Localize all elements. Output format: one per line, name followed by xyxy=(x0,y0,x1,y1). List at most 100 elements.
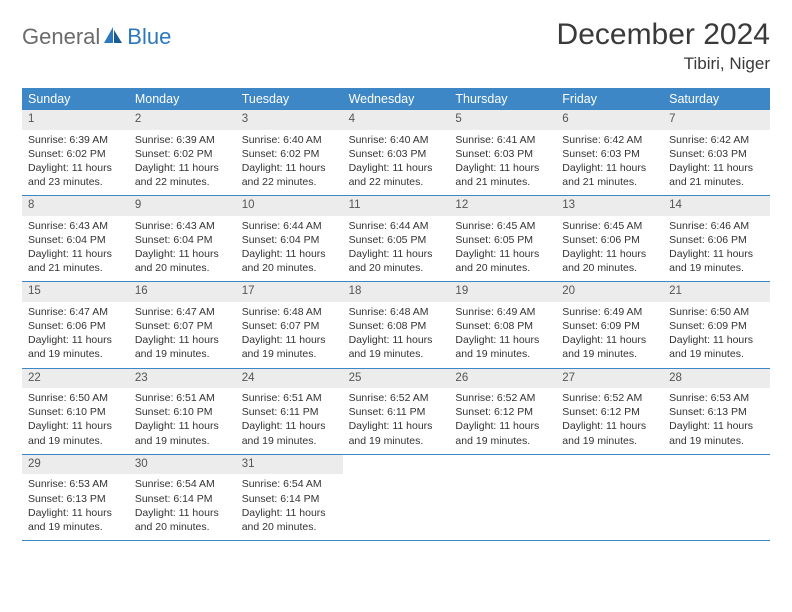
sunset-text: Sunset: 6:12 PM xyxy=(562,405,657,419)
day-number: 23 xyxy=(129,369,236,389)
calendar-week: 8Sunrise: 6:43 AMSunset: 6:04 PMDaylight… xyxy=(22,196,770,282)
day-number: 9 xyxy=(129,196,236,216)
sunrise-text: Sunrise: 6:43 AM xyxy=(135,219,230,233)
sunrise-text: Sunrise: 6:42 AM xyxy=(562,133,657,147)
calendar-week: 1Sunrise: 6:39 AMSunset: 6:02 PMDaylight… xyxy=(22,110,770,196)
day-details: Sunrise: 6:49 AMSunset: 6:08 PMDaylight:… xyxy=(449,302,556,368)
weekday-header: Sunday Monday Tuesday Wednesday Thursday… xyxy=(22,88,770,110)
day-details: Sunrise: 6:52 AMSunset: 6:12 PMDaylight:… xyxy=(556,388,663,454)
day-details: Sunrise: 6:54 AMSunset: 6:14 PMDaylight:… xyxy=(236,474,343,540)
day-number: 3 xyxy=(236,110,343,130)
sunset-text: Sunset: 6:07 PM xyxy=(242,319,337,333)
day-number: 2 xyxy=(129,110,236,130)
calendar-cell: 24Sunrise: 6:51 AMSunset: 6:11 PMDayligh… xyxy=(236,369,343,454)
calendar-cell: 19Sunrise: 6:49 AMSunset: 6:08 PMDayligh… xyxy=(449,282,556,367)
calendar-week: 15Sunrise: 6:47 AMSunset: 6:06 PMDayligh… xyxy=(22,282,770,368)
daylight-text: Daylight: 11 hours and 19 minutes. xyxy=(242,333,337,361)
sunrise-text: Sunrise: 6:41 AM xyxy=(455,133,550,147)
daylight-text: Daylight: 11 hours and 22 minutes. xyxy=(135,161,230,189)
daylight-text: Daylight: 11 hours and 19 minutes. xyxy=(669,419,764,447)
daylight-text: Daylight: 11 hours and 20 minutes. xyxy=(455,247,550,275)
daylight-text: Daylight: 11 hours and 19 minutes. xyxy=(669,247,764,275)
sunset-text: Sunset: 6:12 PM xyxy=(455,405,550,419)
sunrise-text: Sunrise: 6:43 AM xyxy=(28,219,123,233)
sunset-text: Sunset: 6:11 PM xyxy=(349,405,444,419)
day-number: 1 xyxy=(22,110,129,130)
sunrise-text: Sunrise: 6:47 AM xyxy=(135,305,230,319)
calendar-cell: 30Sunrise: 6:54 AMSunset: 6:14 PMDayligh… xyxy=(129,455,236,540)
sunrise-text: Sunrise: 6:49 AM xyxy=(455,305,550,319)
calendar-cell: 27Sunrise: 6:52 AMSunset: 6:12 PMDayligh… xyxy=(556,369,663,454)
day-details: Sunrise: 6:39 AMSunset: 6:02 PMDaylight:… xyxy=(22,130,129,196)
day-details: Sunrise: 6:46 AMSunset: 6:06 PMDaylight:… xyxy=(663,216,770,282)
daylight-text: Daylight: 11 hours and 22 minutes. xyxy=(242,161,337,189)
day-details: Sunrise: 6:39 AMSunset: 6:02 PMDaylight:… xyxy=(129,130,236,196)
day-details: Sunrise: 6:43 AMSunset: 6:04 PMDaylight:… xyxy=(22,216,129,282)
sunrise-text: Sunrise: 6:53 AM xyxy=(28,477,123,491)
weekday-label: Tuesday xyxy=(236,88,343,110)
daylight-text: Daylight: 11 hours and 21 minutes. xyxy=(28,247,123,275)
day-number: 21 xyxy=(663,282,770,302)
daylight-text: Daylight: 11 hours and 19 minutes. xyxy=(28,419,123,447)
month-title: December 2024 xyxy=(557,18,770,52)
calendar-cell: 22Sunrise: 6:50 AMSunset: 6:10 PMDayligh… xyxy=(22,369,129,454)
calendar-cell: 21Sunrise: 6:50 AMSunset: 6:09 PMDayligh… xyxy=(663,282,770,367)
sunrise-text: Sunrise: 6:40 AM xyxy=(349,133,444,147)
calendar-cell: 29Sunrise: 6:53 AMSunset: 6:13 PMDayligh… xyxy=(22,455,129,540)
calendar-cell xyxy=(663,455,770,540)
sunrise-text: Sunrise: 6:50 AM xyxy=(28,391,123,405)
daylight-text: Daylight: 11 hours and 19 minutes. xyxy=(669,333,764,361)
calendar-cell: 14Sunrise: 6:46 AMSunset: 6:06 PMDayligh… xyxy=(663,196,770,281)
sunrise-text: Sunrise: 6:51 AM xyxy=(242,391,337,405)
calendar-cell: 6Sunrise: 6:42 AMSunset: 6:03 PMDaylight… xyxy=(556,110,663,195)
sunrise-text: Sunrise: 6:50 AM xyxy=(669,305,764,319)
calendar: Sunday Monday Tuesday Wednesday Thursday… xyxy=(22,88,770,541)
calendar-cell: 3Sunrise: 6:40 AMSunset: 6:02 PMDaylight… xyxy=(236,110,343,195)
calendar-cell: 17Sunrise: 6:48 AMSunset: 6:07 PMDayligh… xyxy=(236,282,343,367)
day-number: 17 xyxy=(236,282,343,302)
sunset-text: Sunset: 6:14 PM xyxy=(135,492,230,506)
day-number: 26 xyxy=(449,369,556,389)
day-number: 15 xyxy=(22,282,129,302)
daylight-text: Daylight: 11 hours and 19 minutes. xyxy=(349,333,444,361)
day-number: 28 xyxy=(663,369,770,389)
sunrise-text: Sunrise: 6:40 AM xyxy=(242,133,337,147)
sunset-text: Sunset: 6:09 PM xyxy=(669,319,764,333)
sunset-text: Sunset: 6:14 PM xyxy=(242,492,337,506)
logo: General Blue xyxy=(22,24,171,50)
day-details: Sunrise: 6:52 AMSunset: 6:11 PMDaylight:… xyxy=(343,388,450,454)
daylight-text: Daylight: 11 hours and 20 minutes. xyxy=(242,506,337,534)
day-details: Sunrise: 6:50 AMSunset: 6:09 PMDaylight:… xyxy=(663,302,770,368)
sunset-text: Sunset: 6:10 PM xyxy=(28,405,123,419)
day-number: 19 xyxy=(449,282,556,302)
calendar-cell: 1Sunrise: 6:39 AMSunset: 6:02 PMDaylight… xyxy=(22,110,129,195)
sunset-text: Sunset: 6:04 PM xyxy=(242,233,337,247)
day-number: 5 xyxy=(449,110,556,130)
sunrise-text: Sunrise: 6:39 AM xyxy=(135,133,230,147)
day-number: 20 xyxy=(556,282,663,302)
day-details: Sunrise: 6:53 AMSunset: 6:13 PMDaylight:… xyxy=(663,388,770,454)
sunrise-text: Sunrise: 6:48 AM xyxy=(349,305,444,319)
day-number: 8 xyxy=(22,196,129,216)
sunrise-text: Sunrise: 6:42 AM xyxy=(669,133,764,147)
day-number: 24 xyxy=(236,369,343,389)
weekday-label: Saturday xyxy=(663,88,770,110)
daylight-text: Daylight: 11 hours and 23 minutes. xyxy=(28,161,123,189)
weekday-label: Wednesday xyxy=(343,88,450,110)
location: Tibiri, Niger xyxy=(557,54,770,74)
calendar-cell: 15Sunrise: 6:47 AMSunset: 6:06 PMDayligh… xyxy=(22,282,129,367)
sunrise-text: Sunrise: 6:52 AM xyxy=(349,391,444,405)
sunrise-text: Sunrise: 6:39 AM xyxy=(28,133,123,147)
calendar-cell: 28Sunrise: 6:53 AMSunset: 6:13 PMDayligh… xyxy=(663,369,770,454)
calendar-cell: 13Sunrise: 6:45 AMSunset: 6:06 PMDayligh… xyxy=(556,196,663,281)
daylight-text: Daylight: 11 hours and 20 minutes. xyxy=(349,247,444,275)
day-details: Sunrise: 6:45 AMSunset: 6:05 PMDaylight:… xyxy=(449,216,556,282)
calendar-cell: 5Sunrise: 6:41 AMSunset: 6:03 PMDaylight… xyxy=(449,110,556,195)
calendar-cell: 4Sunrise: 6:40 AMSunset: 6:03 PMDaylight… xyxy=(343,110,450,195)
daylight-text: Daylight: 11 hours and 20 minutes. xyxy=(562,247,657,275)
calendar-week: 29Sunrise: 6:53 AMSunset: 6:13 PMDayligh… xyxy=(22,455,770,541)
sunset-text: Sunset: 6:05 PM xyxy=(455,233,550,247)
calendar-cell: 31Sunrise: 6:54 AMSunset: 6:14 PMDayligh… xyxy=(236,455,343,540)
day-number: 14 xyxy=(663,196,770,216)
day-number: 25 xyxy=(343,369,450,389)
